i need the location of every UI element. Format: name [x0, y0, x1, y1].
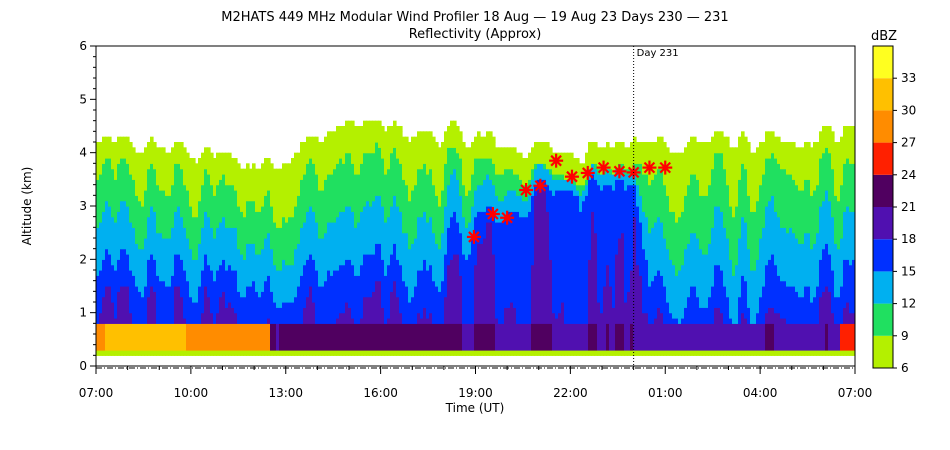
bl-marker-5	[533, 178, 548, 193]
bl-marker-6	[549, 153, 564, 168]
chart-subtitle: Reflectivity (Approx)	[409, 27, 542, 42]
colorbar-unit: dBZ	[871, 29, 897, 44]
colorbar-tick-label: 9	[901, 329, 909, 343]
colorbar-tick-label: 33	[901, 71, 916, 85]
y-tick-label: 0	[79, 359, 87, 373]
bl-marker-1	[466, 229, 481, 244]
bl-marker-2	[485, 207, 500, 221]
x-tick-label: 07:00	[838, 386, 873, 400]
colorbar: 6 9 12 15 18 21 24 27 30 33	[872, 45, 916, 375]
bl-marker-4	[519, 183, 534, 197]
axes: 07:00 10:00 13:00 16:00 19:00 22:00 01:00 04:00…	[79, 39, 873, 400]
colorbar-swatch	[873, 78, 893, 111]
colorbar-tick-label: 24	[901, 168, 916, 182]
reflectivity-field	[96, 120, 855, 356]
colorbar-swatch	[873, 335, 893, 368]
colorbar-tick-label: 21	[901, 200, 916, 214]
bl-marker-7	[564, 169, 579, 184]
colorbar-swatch	[873, 239, 893, 272]
x-tick-label: 19:00	[458, 386, 493, 400]
colorbar-swatch	[873, 46, 893, 79]
y-tick-label: 2	[79, 252, 87, 266]
x-tick-label: 10:00	[174, 386, 209, 400]
colorbar-swatch	[873, 142, 893, 175]
bl-marker-3	[500, 210, 515, 225]
bl-marker-12	[642, 160, 657, 175]
colorbar-swatch	[873, 303, 893, 336]
colorbar-swatch	[873, 271, 893, 304]
y-tick-label: 4	[79, 146, 87, 160]
colorbar-tick-label: 18	[901, 232, 916, 246]
y-tick-label: 1	[79, 306, 87, 320]
colorbar-tick-label: 30	[901, 103, 916, 117]
bl-marker-13	[658, 160, 673, 175]
colorbar-tick-label: 6	[901, 361, 909, 375]
x-tick-label: 07:00	[79, 386, 114, 400]
day-marker-label: Day 231	[637, 48, 679, 59]
x-tick-label: 13:00	[268, 386, 303, 400]
x-tick-label: 22:00	[553, 386, 588, 400]
colorbar-swatch	[873, 174, 893, 207]
y-tick-label: 6	[79, 39, 87, 53]
y-tick-label: 3	[79, 199, 87, 213]
colorbar-swatch	[873, 110, 893, 143]
x-tick-label: 04:00	[743, 386, 778, 400]
x-tick-label: 16:00	[363, 386, 398, 400]
boundary-layer-markers	[466, 153, 673, 244]
x-axis-label: Time (UT)	[445, 401, 505, 415]
bl-marker-9	[596, 160, 611, 175]
colorbar-tick-label: 27	[901, 136, 916, 150]
y-tick-label: 5	[79, 92, 87, 106]
bl-marker-8	[580, 165, 595, 180]
x-tick-label: 01:00	[648, 386, 683, 400]
y-axis-label: Altitude (km)	[20, 167, 34, 246]
colorbar-tick-label: 15	[901, 264, 916, 278]
colorbar-tick-label: 12	[901, 297, 916, 311]
chart-title: M2HATS 449 MHz Modular Wind Profiler 18 …	[221, 10, 728, 25]
bl-marker-10	[612, 164, 627, 179]
colorbar-swatch	[873, 207, 893, 240]
